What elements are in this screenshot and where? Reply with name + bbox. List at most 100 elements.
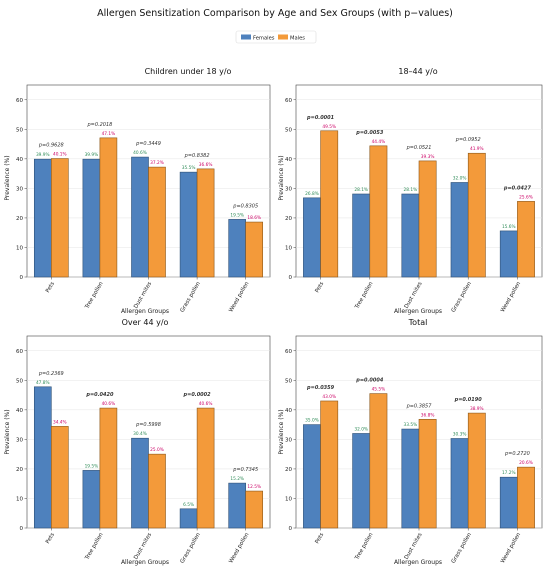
bar-label-male: 12.5% bbox=[247, 484, 261, 490]
p-value-label: p=0.0952 bbox=[455, 137, 481, 143]
x-tick-label: Grass pollen bbox=[180, 532, 203, 565]
bar-male bbox=[369, 393, 388, 529]
x-tick-label: Dust mites bbox=[404, 281, 424, 310]
bar-female bbox=[450, 438, 469, 529]
bar-label-male: 40.6% bbox=[102, 401, 116, 407]
bar-male bbox=[148, 166, 166, 278]
y-tick-label: 50 bbox=[285, 127, 292, 133]
x-tick-label: Grass pollen bbox=[180, 281, 203, 314]
bar-female bbox=[33, 158, 52, 278]
y-tick-label: 30 bbox=[16, 186, 23, 192]
legend: Females Males bbox=[235, 30, 317, 44]
x-tick-label: Dust mites bbox=[133, 281, 153, 310]
bar-male bbox=[245, 221, 264, 278]
bar-label-female: 28.1% bbox=[404, 187, 418, 193]
bar-label-female: 30.4% bbox=[133, 431, 147, 437]
y-tick-label: 40 bbox=[16, 157, 23, 163]
legend-frame bbox=[235, 30, 317, 44]
bar-label-male: 44.4% bbox=[372, 139, 386, 145]
bar-female bbox=[499, 476, 518, 529]
bar-male bbox=[320, 400, 339, 529]
y-tick-label: 30 bbox=[285, 437, 292, 443]
panel-title: 18–44 y/o bbox=[398, 67, 437, 76]
bar-label-male: 25.6% bbox=[519, 194, 533, 200]
legend-label: Males bbox=[290, 36, 305, 42]
bar-label-female: 35.5% bbox=[182, 165, 196, 171]
bar-female bbox=[228, 482, 247, 529]
y-tick-label: 50 bbox=[285, 378, 292, 384]
p-value-label: p=0.0359 bbox=[306, 385, 335, 391]
bar-female bbox=[303, 424, 321, 529]
x-tick-label: Dust mites bbox=[404, 532, 424, 561]
y-tick-label: 60 bbox=[285, 98, 292, 104]
chart-panel: 0 10 20 30 40 50 60 Total Allergen Groups Prevale… bbox=[278, 318, 543, 566]
bar-male bbox=[148, 453, 166, 529]
x-tick-label: Dust mites bbox=[133, 532, 153, 561]
bar-female bbox=[179, 171, 198, 278]
figure-title: Allergen Sensitization Comparison by Age… bbox=[97, 8, 453, 19]
x-tick-label: Grass pollen bbox=[451, 281, 474, 314]
bar-female bbox=[33, 386, 52, 529]
bar-female bbox=[401, 428, 420, 529]
bar-male bbox=[196, 168, 215, 278]
y-tick-label: 40 bbox=[16, 408, 23, 414]
y-axis-label: Prevalence (%) bbox=[4, 155, 11, 200]
bar-label-female: 28.1% bbox=[354, 187, 368, 193]
x-tick-label: Pets bbox=[45, 281, 56, 294]
p-value-label: p=0.0002 bbox=[183, 392, 212, 398]
bar-label-female: 19.5% bbox=[230, 212, 244, 218]
p-value-label: p=0.0190 bbox=[454, 397, 483, 403]
x-axis-label: Allergen Groups bbox=[121, 559, 169, 566]
x-tick-label: Weed pollen bbox=[500, 532, 522, 565]
bar-male bbox=[467, 152, 486, 278]
bar-label-male: 36.6% bbox=[199, 162, 213, 168]
bar-label-female: 39.9% bbox=[85, 152, 99, 158]
x-tick-label: Pets bbox=[314, 281, 325, 294]
bar-label-male: 40.6% bbox=[199, 401, 213, 407]
x-tick-label: Tree pollen bbox=[354, 532, 375, 562]
bar-label-female: 6.5% bbox=[183, 502, 194, 508]
x-tick-label: Weed pollen bbox=[228, 281, 250, 314]
bar-label-female: 19.5% bbox=[85, 463, 99, 469]
y-axis-label: Prevalence (%) bbox=[278, 409, 285, 454]
y-axis-label: Prevalence (%) bbox=[4, 409, 11, 454]
legend-label: Females bbox=[253, 36, 275, 42]
bar-female bbox=[450, 182, 469, 278]
x-tick-label: Tree pollen bbox=[84, 281, 105, 311]
chart-panel: 0 10 20 30 40 50 60 18–44 y/o Allergen Groups Pre… bbox=[278, 67, 543, 315]
y-tick-label: 20 bbox=[285, 216, 292, 222]
bar-label-female: 39.9% bbox=[36, 152, 50, 158]
y-tick-label: 20 bbox=[16, 216, 23, 222]
p-value-label: p=0.0420 bbox=[85, 392, 114, 398]
bar-label-female: 47.8% bbox=[36, 380, 50, 386]
bar-female bbox=[179, 508, 198, 529]
x-tick-label: Pets bbox=[314, 532, 325, 545]
y-tick-label: 40 bbox=[285, 157, 292, 163]
x-tick-label: Weed pollen bbox=[500, 281, 522, 314]
x-tick-label: Pets bbox=[45, 532, 56, 545]
p-value-label: p=0.3449 bbox=[135, 141, 161, 147]
bar-male bbox=[50, 158, 69, 278]
panels: 0 10 20 30 40 50 60 Children under 18 y/o Allerg… bbox=[4, 67, 543, 566]
bar-label-male: 43.0% bbox=[322, 394, 336, 400]
y-tick-label: 60 bbox=[285, 349, 292, 355]
bar-label-male: 38.9% bbox=[470, 406, 484, 412]
bar-female bbox=[352, 193, 371, 278]
y-tick-label: 10 bbox=[16, 496, 23, 502]
x-axis-label: Allergen Groups bbox=[394, 559, 442, 566]
bar-male bbox=[320, 130, 339, 278]
y-tick-label: 0 bbox=[20, 275, 24, 281]
p-value-label: p=0.9628 bbox=[38, 143, 64, 149]
x-tick-label: Grass pollen bbox=[451, 532, 474, 565]
bar-female bbox=[131, 156, 149, 278]
y-tick-label: 0 bbox=[20, 526, 24, 532]
x-tick-label: Weed pollen bbox=[228, 532, 250, 565]
y-tick-label: 60 bbox=[16, 98, 23, 104]
x-axis-label: Allergen Groups bbox=[121, 308, 169, 315]
bar-male bbox=[517, 201, 535, 278]
y-tick-label: 0 bbox=[289, 526, 293, 532]
p-value-label: p=0.0427 bbox=[503, 185, 532, 191]
x-tick-label: Tree pollen bbox=[354, 281, 375, 311]
panel-title: Over 44 y/o bbox=[122, 318, 169, 327]
